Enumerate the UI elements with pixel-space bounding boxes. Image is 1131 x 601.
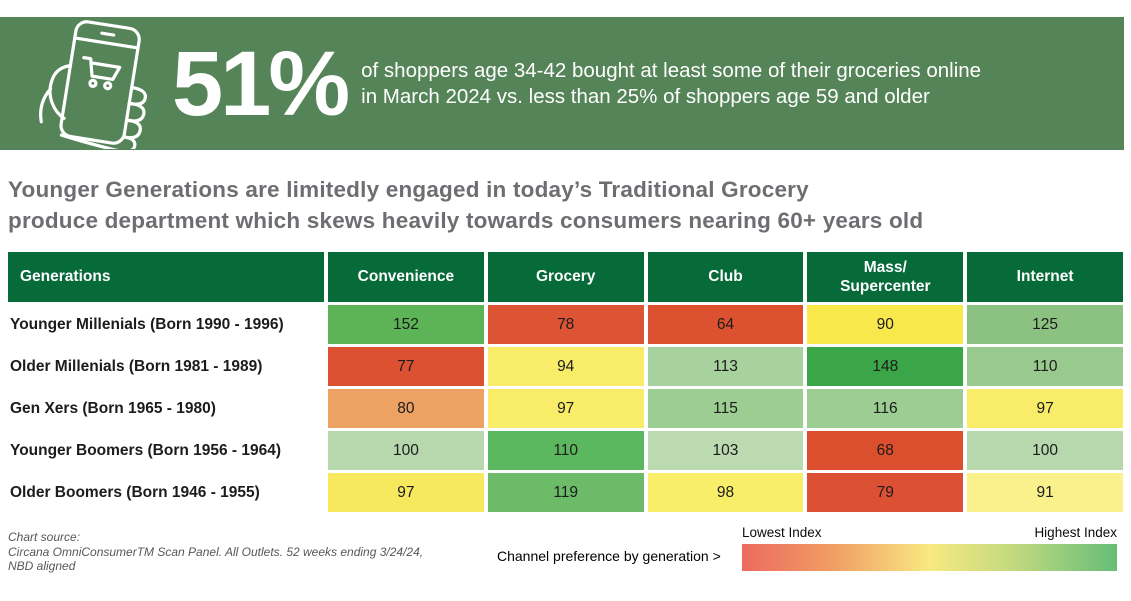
table-cell: 91 bbox=[967, 473, 1123, 512]
row-label: Gen Xers (Born 1965 - 1980) bbox=[8, 389, 324, 428]
table-cell: 116 bbox=[807, 389, 964, 428]
table-cell: 148 bbox=[807, 347, 964, 386]
stat-banner: 51% of shoppers age 34-42 bought at leas… bbox=[0, 17, 1124, 150]
stat-description: of shoppers age 34-42 bought at least so… bbox=[361, 58, 981, 110]
stat-description-line1: of shoppers age 34-42 bought at least so… bbox=[361, 58, 982, 82]
table-cell: 79 bbox=[807, 473, 964, 512]
table-cell: 90 bbox=[807, 305, 964, 344]
channel-preference-note: Channel preference by generation > bbox=[497, 548, 721, 564]
row-label: Younger Millenials (Born 1990 - 1996) bbox=[8, 305, 324, 344]
legend-lowest-label: Lowest Index bbox=[742, 525, 822, 540]
table-cell: 77 bbox=[328, 347, 484, 386]
chart-source-line2: Circana OmniConsumerTM Scan Panel. All O… bbox=[8, 544, 424, 559]
table-cell: 110 bbox=[967, 347, 1123, 386]
stat-description-line2: in March 2024 vs. less than 25% of shopp… bbox=[361, 84, 930, 108]
table-cell: 80 bbox=[328, 389, 484, 428]
table-cell: 119 bbox=[487, 473, 644, 512]
table-cell: 97 bbox=[487, 389, 644, 428]
page-title: Younger Generations are limitedly engage… bbox=[8, 174, 1126, 236]
table-cell: 125 bbox=[967, 305, 1123, 344]
table-cell: 98 bbox=[647, 473, 804, 512]
table-cell: 78 bbox=[487, 305, 644, 344]
column-header-generations: Generations bbox=[8, 252, 324, 302]
table-cell: 97 bbox=[967, 389, 1123, 428]
legend-gradient-bar bbox=[742, 544, 1117, 571]
table-cell: 100 bbox=[328, 431, 484, 470]
page-title-line1: Younger Generations are limitedly engage… bbox=[8, 177, 809, 202]
table-cell: 113 bbox=[647, 347, 804, 386]
chart-source-line1: Chart source: bbox=[8, 530, 81, 544]
legend-highest-label: Highest Index bbox=[1034, 525, 1117, 540]
column-header-3: Mass/ Supercenter bbox=[807, 252, 964, 302]
chart-source-line3: NBD aligned bbox=[8, 559, 76, 573]
table-cell: 100 bbox=[967, 431, 1123, 470]
table-cell: 115 bbox=[647, 389, 804, 428]
table-cell: 97 bbox=[328, 473, 484, 512]
row-label: Younger Boomers (Born 1956 - 1964) bbox=[8, 431, 324, 470]
column-header-4: Internet bbox=[967, 252, 1123, 302]
stat-percentage: 51% bbox=[172, 32, 350, 135]
table-cell: 94 bbox=[487, 347, 644, 386]
column-header-1: Grocery bbox=[487, 252, 644, 302]
row-label: Older Millenials (Born 1981 - 1989) bbox=[8, 347, 324, 386]
table-cell: 110 bbox=[487, 431, 644, 470]
table-cell: 152 bbox=[328, 305, 484, 344]
table-cell: 68 bbox=[807, 431, 964, 470]
legend-labels: Lowest Index Highest Index bbox=[742, 525, 1117, 540]
table-cell: 103 bbox=[647, 431, 804, 470]
hand-holding-phone-shopping-cart-icon bbox=[39, 20, 148, 149]
column-header-0: Convenience bbox=[328, 252, 484, 302]
row-label: Older Boomers (Born 1946 - 1955) bbox=[8, 473, 324, 512]
page-title-line2: produce department which skews heavily t… bbox=[8, 208, 924, 233]
table-cell: 64 bbox=[647, 305, 804, 344]
chart-source: Chart source: Circana OmniConsumerTM Sca… bbox=[8, 530, 488, 574]
index-legend: Lowest Index Highest Index bbox=[742, 525, 1117, 571]
column-header-2: Club bbox=[647, 252, 804, 302]
heatmap-table: Generations Convenience Grocery Club Mass/ S… bbox=[8, 252, 1123, 512]
